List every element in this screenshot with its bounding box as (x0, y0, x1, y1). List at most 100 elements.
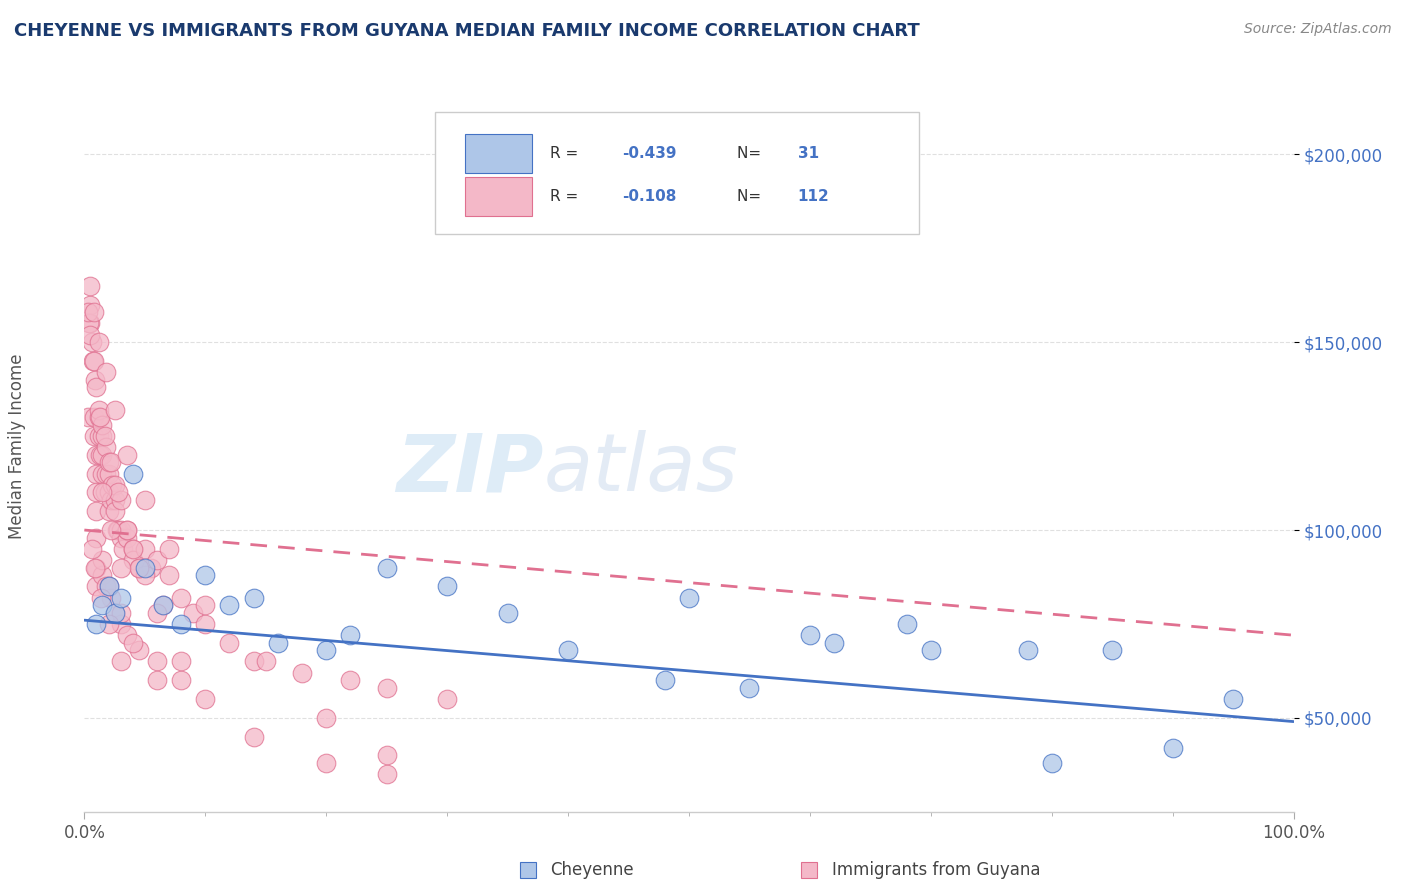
Point (104, 504, 127, 518)
Point (146, 553, 169, 567)
Point (170, 673, 193, 688)
Point (89, 448, 111, 462)
Point (128, 560, 150, 574)
Text: -0.108: -0.108 (623, 189, 676, 203)
Point (94, 365, 117, 379)
Point (91, 553, 114, 567)
Point (86, 616, 108, 631)
Point (83, 305, 105, 319)
Point (83, 354, 105, 368)
Point (1101, 643, 1123, 657)
Point (110, 655, 132, 669)
Point (80, 335, 103, 350)
Point (194, 568, 217, 582)
Text: N=: N= (737, 146, 766, 161)
Point (91, 467, 114, 481)
Point (86, 448, 108, 462)
Point (83, 429, 105, 443)
Point (375, 748, 398, 763)
Point (104, 493, 127, 508)
Point (267, 636, 290, 650)
Point (112, 541, 135, 556)
Point (87, 335, 110, 350)
Point (139, 560, 162, 574)
Point (254, 655, 277, 669)
Point (128, 643, 150, 657)
Point (134, 560, 156, 574)
Point (1161, 740, 1184, 755)
Point (82, 354, 104, 368)
Point (97, 579, 120, 593)
Point (115, 523, 138, 537)
Point (104, 606, 127, 620)
Point (194, 598, 217, 612)
Point (134, 493, 156, 508)
Point (86, 467, 108, 481)
Point (97, 455, 120, 469)
FancyBboxPatch shape (465, 134, 531, 173)
Point (77, 317, 100, 331)
Point (110, 616, 132, 631)
Point (97, 485, 120, 500)
Point (654, 673, 676, 688)
Point (100, 591, 122, 605)
Point (194, 616, 217, 631)
Point (146, 606, 169, 620)
Text: R =: R = (550, 146, 583, 161)
Point (104, 402, 127, 417)
Point (1222, 692, 1244, 706)
Text: atlas: atlas (544, 430, 738, 508)
Point (97, 579, 120, 593)
Point (91, 429, 114, 443)
Point (146, 673, 169, 688)
Point (79, 317, 101, 331)
Point (86, 485, 108, 500)
Point (896, 616, 918, 631)
Point (91, 417, 114, 432)
Point (315, 643, 337, 657)
Text: Immigrants from Guyana: Immigrants from Guyana (831, 861, 1040, 879)
Point (375, 560, 398, 574)
Point (107, 523, 129, 537)
Point (104, 478, 127, 492)
Point (121, 553, 143, 567)
Point (242, 730, 264, 744)
Point (91, 448, 114, 462)
Point (242, 655, 264, 669)
Point (77, 305, 100, 319)
Point (115, 531, 138, 545)
Point (339, 673, 361, 688)
Point (152, 598, 174, 612)
Point (87, 410, 110, 425)
Point (218, 598, 240, 612)
Point (86, 560, 108, 574)
Point (1017, 643, 1039, 657)
Point (436, 579, 458, 593)
Point (97, 467, 120, 481)
FancyBboxPatch shape (465, 177, 531, 216)
Point (375, 681, 398, 695)
Point (291, 665, 314, 680)
Point (79, 327, 101, 342)
Point (79, 298, 101, 312)
Text: Median Family Income: Median Family Income (8, 353, 25, 539)
Text: Cheyenne: Cheyenne (550, 861, 634, 879)
Point (181, 606, 204, 620)
Point (89, 410, 111, 425)
Point (170, 616, 193, 631)
Point (799, 628, 821, 642)
Point (557, 643, 579, 657)
Point (115, 523, 138, 537)
Point (170, 591, 193, 605)
Point (94, 429, 117, 443)
Point (146, 655, 169, 669)
Point (94, 467, 117, 481)
Point (194, 692, 217, 706)
Point (110, 493, 132, 508)
Text: 31: 31 (797, 146, 818, 161)
Point (738, 681, 761, 695)
Point (436, 692, 458, 706)
Point (128, 560, 150, 574)
Point (315, 711, 337, 725)
Point (110, 531, 132, 545)
